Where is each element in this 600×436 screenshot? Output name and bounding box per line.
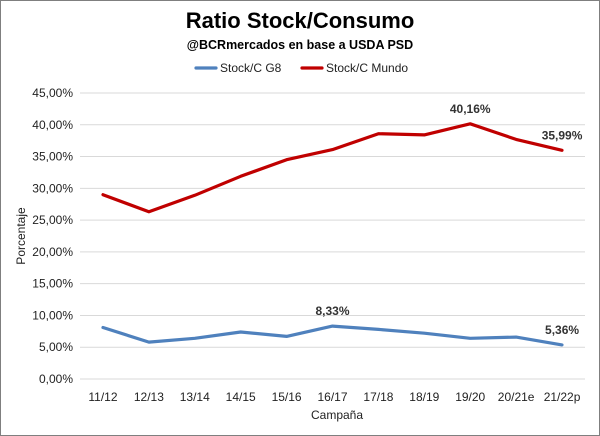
y-axis-title: Porcentaje: [14, 207, 28, 265]
legend: Stock/C G8 Stock/C Mundo: [194, 61, 408, 75]
x-tick-label: 16/17: [317, 390, 347, 404]
x-tick-label: 19/20: [455, 390, 485, 404]
chart-title: Ratio Stock/Consumo: [186, 8, 415, 33]
y-axis-ticks: 0,00% 5,00% 10,00% 15,00% 20,00% 25,00% 30,00%…: [32, 86, 73, 386]
series-line: [101, 122, 564, 214]
legend-label: Stock/C Mundo: [326, 61, 408, 75]
gridlines: [80, 92, 585, 380]
data-label: 35,99%: [542, 128, 583, 142]
y-tick-label: 35,00%: [32, 150, 73, 164]
y-tick-label: 20,00%: [32, 245, 73, 259]
data-label: 8,33%: [315, 304, 349, 318]
y-tick-label: 15,00%: [32, 277, 73, 291]
x-tick-label: 11/12: [88, 390, 117, 404]
x-axis-ticks: 11/12 12/13 13/14 14/15 15/16 16/17 17/18 18/19…: [88, 390, 580, 404]
data-labels: 40,16% 35,99% 8,33% 5,36%: [315, 102, 582, 337]
y-tick-label: 10,00%: [32, 308, 73, 322]
x-tick-label: 18/19: [409, 390, 439, 404]
x-tick-label: 12/13: [134, 390, 164, 404]
x-tick-label: 13/14: [180, 390, 210, 404]
y-tick-label: 40,00%: [32, 118, 73, 132]
data-label: 5,36%: [545, 323, 579, 337]
y-tick-label: 0,00%: [39, 372, 73, 386]
y-tick-label: 5,00%: [39, 340, 73, 354]
x-tick-label: 17/18: [363, 390, 393, 404]
y-tick-label: 25,00%: [32, 213, 73, 227]
x-axis-title: Campaña: [311, 408, 363, 422]
y-tick-label: 45,00%: [32, 86, 73, 100]
y-tick-label: 30,00%: [32, 181, 73, 195]
chart-subtitle: @BCRmercados en base a USDA PSD: [187, 38, 413, 52]
series-lines: [101, 122, 564, 347]
x-tick-label: 15/16: [272, 390, 302, 404]
series-line: [101, 324, 564, 347]
x-tick-label: 21/22p: [544, 390, 581, 404]
x-tick-label: 14/15: [226, 390, 256, 404]
x-tick-label: 20/21e: [498, 390, 535, 404]
data-label: 40,16%: [450, 102, 491, 116]
legend-label: Stock/C G8: [220, 61, 282, 75]
